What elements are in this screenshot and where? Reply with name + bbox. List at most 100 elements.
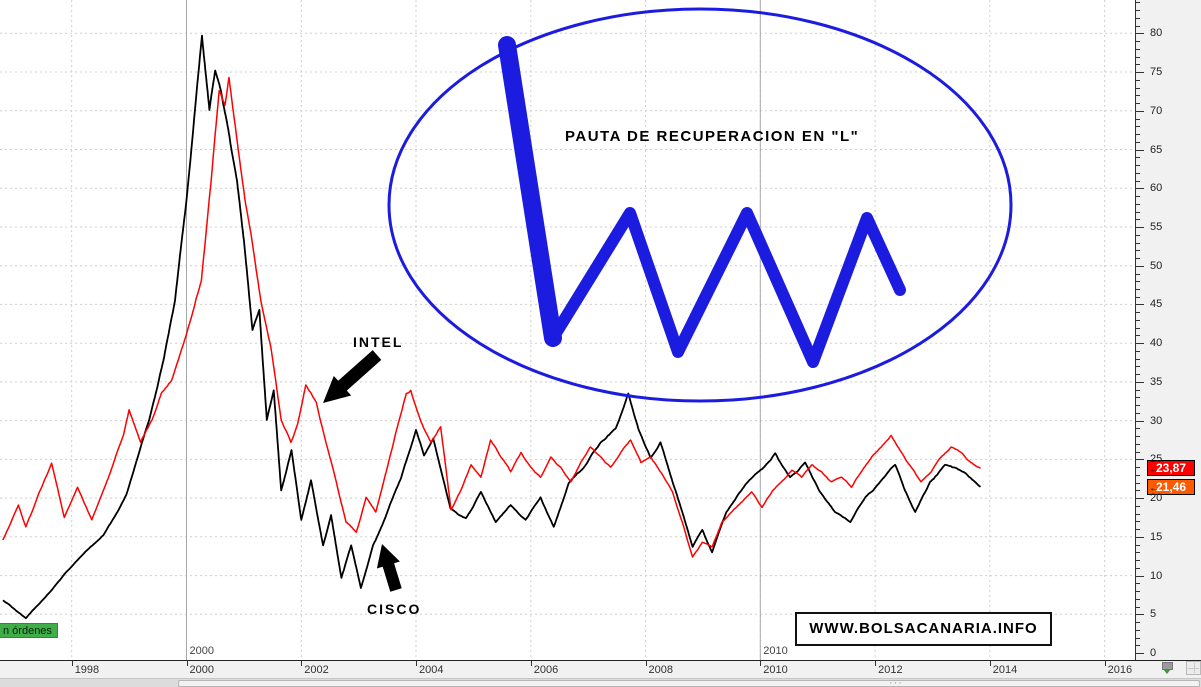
y-tick [1136, 389, 1140, 391]
y-tick [1136, 141, 1140, 143]
y-tick [1136, 33, 1144, 35]
y-tick [1136, 219, 1140, 221]
y-tick-label: 20 [1150, 492, 1163, 505]
grid-view-icon[interactable] [1186, 661, 1201, 675]
y-tick [1136, 381, 1144, 383]
y-tick [1136, 482, 1140, 484]
x-tick-label: 2016 [1107, 664, 1133, 676]
y-tick [1136, 591, 1140, 593]
y-tick [1136, 319, 1140, 321]
y-tick [1136, 126, 1140, 128]
export-chart-icon[interactable] [1160, 661, 1175, 675]
y-tick [1136, 567, 1140, 569]
cisco-last-price-tag: ← 21,46 [1147, 479, 1195, 495]
cisco-series-label: CISCO [367, 601, 422, 617]
y-tick [1136, 2, 1140, 4]
y-tick [1136, 412, 1140, 414]
y-tick [1136, 622, 1140, 623]
y-tick [1136, 358, 1140, 360]
x-tick-label: 2010 [763, 664, 788, 676]
y-tick [1136, 374, 1140, 376]
y-tick [1136, 629, 1140, 631]
x-tick-label: 2006 [533, 664, 559, 676]
decade-label: 2010 [763, 645, 788, 657]
y-tick [1136, 505, 1140, 507]
x-tick [416, 661, 417, 666]
y-tick [1136, 242, 1140, 244]
horizontal-scrollbar[interactable]: ··· [0, 677, 1201, 687]
x-tick [301, 661, 303, 666]
y-tick [1136, 312, 1140, 314]
x-tick-label: 2002 [304, 664, 329, 676]
y-tick-label: 5 [1150, 608, 1157, 621]
y-tick [1136, 575, 1144, 577]
y-tick [1136, 258, 1140, 259]
y-tick [1136, 467, 1140, 469]
y-tick-label: 45 [1150, 298, 1163, 311]
scrollbar-thumb[interactable]: ··· [178, 677, 1200, 687]
y-tick [1136, 188, 1144, 190]
x-tick [645, 661, 647, 666]
y-tick [1136, 397, 1140, 399]
x-tick [71, 661, 73, 666]
x-tick [989, 661, 991, 666]
y-tick-label: 35 [1150, 375, 1163, 388]
y-tick-label: 30 [1150, 414, 1163, 427]
price-chart-canvas [0, 0, 1135, 660]
y-tick [1136, 203, 1140, 205]
y-tick [1136, 606, 1140, 608]
y-tick [1136, 459, 1144, 461]
y-tick [1136, 583, 1140, 585]
y-tick [1136, 180, 1140, 182]
y-tick-label: 50 [1150, 259, 1163, 272]
x-tick [760, 661, 762, 666]
y-tick [1136, 560, 1140, 562]
y-tick [1136, 436, 1140, 438]
status-badge: n órdenes [0, 623, 58, 638]
x-tick-label: 2004 [419, 664, 444, 676]
y-tick [1136, 234, 1140, 236]
watermark-badge: WWW.BOLSACANARIA.INFO [795, 612, 1052, 646]
cisco-arrow-icon [376, 544, 402, 592]
y-tick [1136, 250, 1140, 252]
intel-last-price-tag: ← 23,87 [1147, 460, 1195, 476]
y-tick [1136, 327, 1140, 329]
scrollbar-grip-icon: ··· [889, 677, 903, 687]
y-tick [1136, 165, 1140, 166]
y-tick [1136, 56, 1140, 58]
y-tick [1136, 72, 1144, 73]
y-tick-label: 55 [1150, 221, 1163, 233]
y-tick [1136, 25, 1140, 27]
x-tick [1104, 661, 1106, 666]
y-tick [1136, 335, 1140, 337]
y-tick-label: 15 [1150, 530, 1163, 543]
y-tick [1136, 196, 1140, 197]
y-tick [1136, 513, 1140, 515]
price-series [2, 34, 982, 620]
y-tick [1136, 95, 1140, 97]
y-tick-label: 65 [1150, 143, 1163, 156]
y-tick-label: 0 [1150, 647, 1157, 659]
time-axis: 1998 2000 2002 2004 2006 2008 2010 2012 2014 2016 [0, 660, 1201, 678]
intel-last-price-value: 23,87 [1155, 461, 1187, 475]
y-tick [1136, 10, 1140, 12]
y-tick [1136, 227, 1144, 228]
y-tick [1136, 405, 1140, 407]
y-tick [1136, 645, 1140, 647]
x-tick-label: 1998 [74, 664, 100, 676]
y-tick-label: 10 [1150, 569, 1163, 582]
y-tick [1136, 41, 1140, 43]
x-tick [875, 661, 877, 666]
callout-ellipse [387, 7, 1013, 403]
y-tick [1136, 87, 1140, 89]
y-tick [1136, 343, 1144, 345]
y-tick [1136, 420, 1144, 422]
y-tick [1136, 64, 1140, 66]
y-tick [1136, 544, 1140, 546]
y-tick-label: 70 [1150, 104, 1163, 117]
y-tick [1136, 281, 1140, 283]
plot-area[interactable]: PAUTA DE RECUPERACION EN "L" INTEL CISCO… [0, 0, 1135, 660]
y-tick [1136, 288, 1140, 290]
recovery-pattern-label: PAUTA DE RECUPERACION EN "L" [565, 128, 860, 145]
y-tick [1136, 110, 1144, 112]
